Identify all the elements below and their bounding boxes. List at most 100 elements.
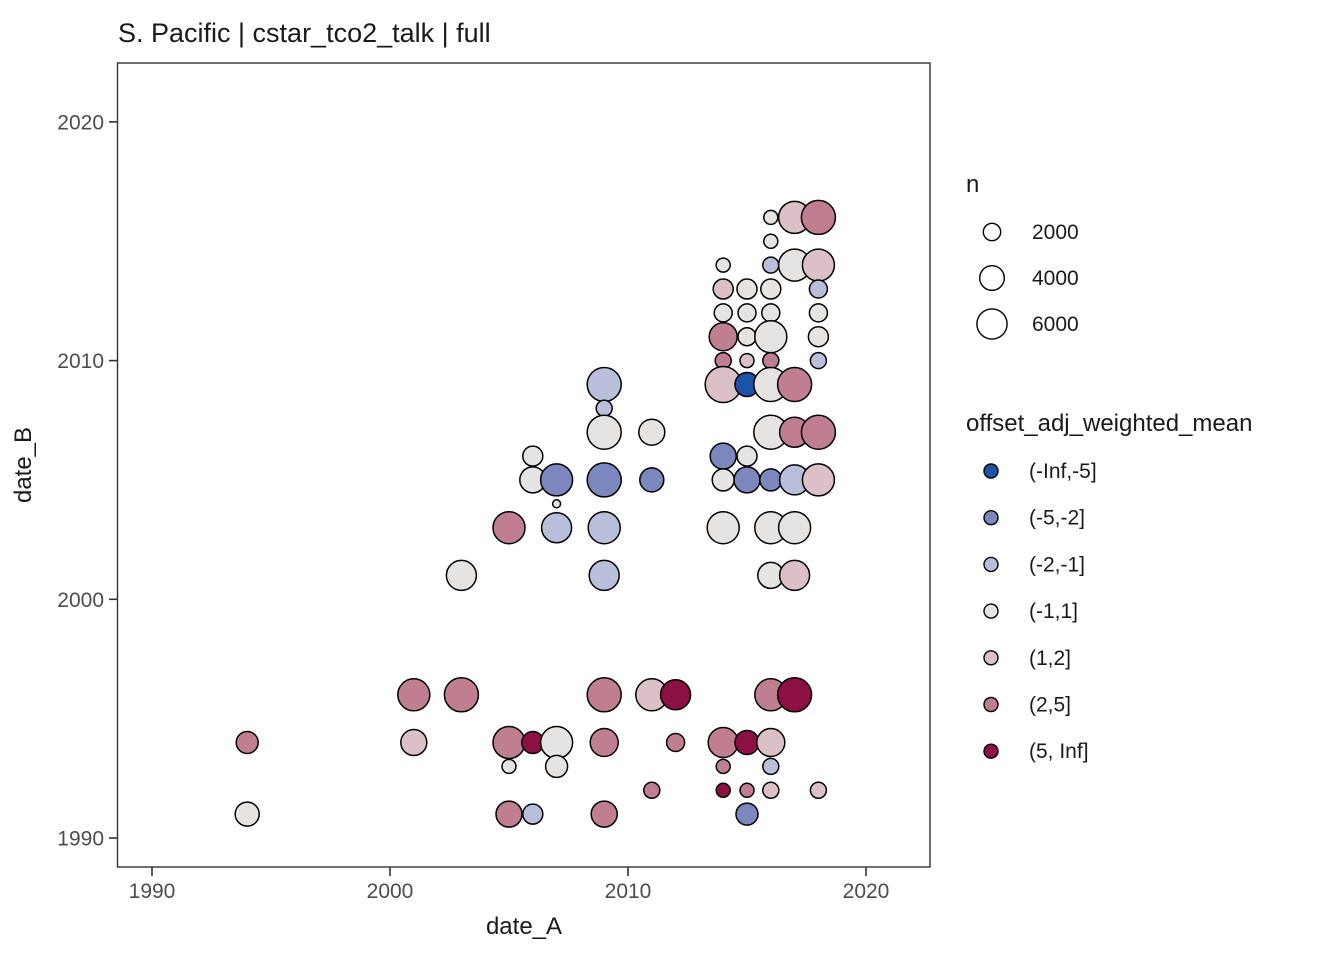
- data-point: [586, 677, 622, 713]
- data-point: [715, 758, 731, 775]
- color-legend-key: [983, 650, 999, 666]
- color-legend-key: [983, 603, 999, 619]
- data-point: [762, 781, 780, 800]
- data-point: [659, 679, 692, 711]
- data-point: [808, 303, 829, 323]
- data-point: [492, 510, 526, 545]
- data-point: [801, 248, 836, 282]
- data-point: [778, 559, 811, 592]
- data-point: [707, 726, 739, 759]
- data-point: [595, 399, 613, 418]
- data-point: [800, 414, 837, 450]
- data-point: [587, 510, 621, 545]
- data-point: [589, 727, 619, 758]
- color-legend-label: (1,2]: [1029, 647, 1071, 670]
- data-point: [551, 499, 562, 509]
- data-point: [807, 325, 830, 348]
- data-point: [713, 303, 733, 323]
- data-point: [763, 209, 779, 226]
- size-legend-key: [976, 308, 1008, 340]
- chart-title: S. Pacific | cstar_tco2_talk | full: [118, 18, 491, 48]
- data-point: [762, 351, 780, 370]
- data-point: [800, 199, 837, 236]
- data-point: [756, 727, 786, 758]
- data-point: [762, 757, 780, 776]
- data-point: [733, 466, 761, 494]
- size-legend-label: 6000: [1032, 313, 1079, 336]
- color-legend: offset_adj_weighted_mean (-Inf,-5] (-5,-2…: [966, 410, 1252, 763]
- data-point: [586, 366, 622, 403]
- data-point: [639, 467, 665, 493]
- x-axis-ticks: 1990 2000 2010 2020: [129, 867, 890, 903]
- data-point: [808, 279, 829, 299]
- data-point: [522, 803, 544, 825]
- size-legend: n 2000 4000 6000: [966, 171, 1079, 340]
- color-legend-key: [983, 510, 999, 526]
- x-tick-label: 2010: [605, 880, 652, 903]
- data-point: [492, 725, 526, 760]
- data-point: [234, 801, 260, 827]
- data-point: [643, 781, 661, 800]
- color-legend-label: (2,5]: [1029, 694, 1071, 717]
- data-point: [400, 728, 428, 757]
- data-point: [495, 800, 523, 828]
- x-axis-title: date_A: [486, 913, 562, 940]
- data-point: [586, 462, 622, 498]
- data-point: [708, 321, 738, 352]
- data-point: [540, 511, 573, 544]
- color-legend-label: (-2,-1]: [1029, 553, 1085, 576]
- data-point: [759, 468, 783, 492]
- color-legend-label: (5, Inf]: [1029, 740, 1089, 763]
- data-point: [638, 418, 666, 446]
- data-point: [801, 463, 836, 497]
- data-point: [443, 677, 480, 713]
- y-tick-label: 2020: [57, 111, 104, 134]
- data-point: [737, 326, 757, 347]
- data-point: [522, 445, 544, 467]
- color-legend-label: (-Inf,-5]: [1029, 460, 1097, 483]
- data-point: [761, 303, 781, 323]
- data-point: [760, 278, 782, 300]
- data-point: [734, 729, 760, 756]
- color-legend-label: (-1,1]: [1029, 600, 1078, 623]
- color-legend-key: [983, 463, 999, 479]
- data-point: [762, 256, 780, 274]
- size-legend-label: 2000: [1032, 221, 1079, 244]
- data-point: [586, 414, 622, 450]
- y-tick-label: 2000: [57, 589, 104, 612]
- data-point: [590, 800, 618, 828]
- data-point: [754, 319, 788, 354]
- data-point: [736, 278, 758, 300]
- data-point: [445, 559, 478, 592]
- color-legend-key: [983, 696, 999, 713]
- data-point: [776, 366, 813, 403]
- data-point: [739, 352, 755, 369]
- data-point: [735, 802, 759, 826]
- y-tick-label: 1990: [57, 828, 104, 851]
- data-point: [709, 442, 737, 470]
- data-point: [777, 510, 812, 545]
- data-point: [809, 781, 828, 800]
- size-legend-key: [982, 222, 1002, 242]
- data-point: [737, 303, 757, 323]
- x-tick-label: 2020: [843, 880, 890, 903]
- data-point: [501, 758, 517, 775]
- data-point: [397, 678, 431, 712]
- data-point: [706, 510, 740, 545]
- x-tick-label: 2000: [367, 880, 414, 903]
- data-point: [665, 732, 686, 753]
- size-legend-title: n: [966, 171, 979, 198]
- data-point: [776, 677, 813, 713]
- data-points-layer: [234, 199, 837, 828]
- color-legend-label: (-5,-2]: [1029, 507, 1085, 530]
- y-axis-title: date_B: [10, 427, 37, 503]
- data-point: [539, 463, 574, 497]
- data-point: [711, 468, 735, 492]
- color-legend-key: [983, 743, 999, 759]
- y-tick-label: 2010: [57, 350, 104, 373]
- size-legend-key: [979, 265, 1006, 292]
- data-point: [715, 257, 731, 273]
- data-point: [539, 725, 574, 760]
